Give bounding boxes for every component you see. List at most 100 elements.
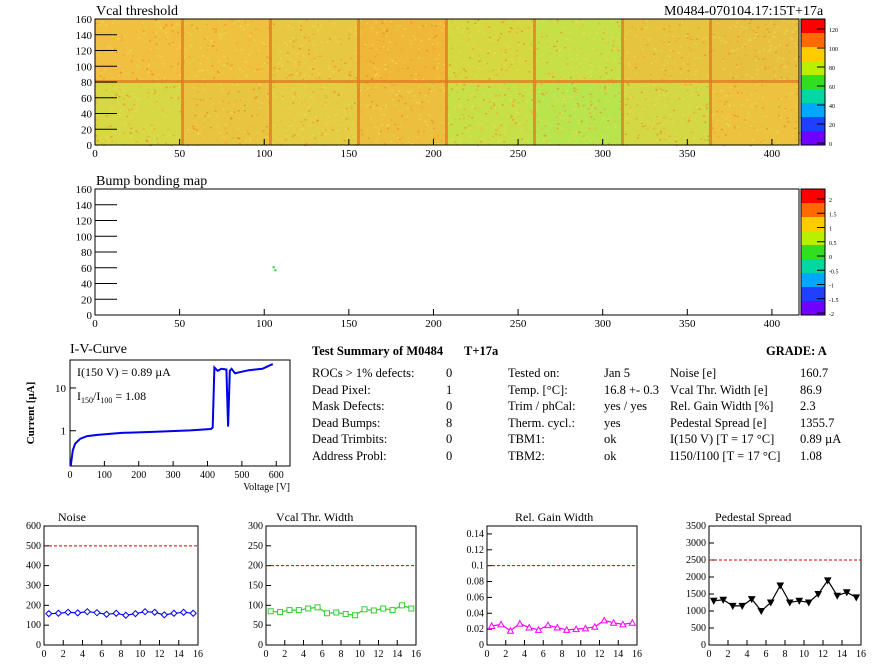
- map-pixel: [172, 36, 175, 39]
- map-pixel: [427, 91, 430, 94]
- map-pixel: [233, 96, 236, 99]
- map-pixel: [279, 60, 282, 63]
- map-pixel: [278, 100, 281, 103]
- map-pixel: [454, 82, 457, 85]
- map-pixel: [285, 77, 288, 79]
- map-pixel: [207, 57, 210, 60]
- map-pixel: [607, 143, 610, 145]
- x-tick-label: 200: [425, 148, 442, 160]
- map-pixel: [326, 113, 329, 116]
- map-pixel: [575, 90, 578, 93]
- map-pixel: [118, 114, 121, 117]
- map-pixel: [396, 25, 399, 28]
- y-tick-label: 160: [76, 14, 93, 26]
- map-pixel: [172, 43, 175, 46]
- map-pixel: [365, 60, 368, 62]
- y-tick-label: 0: [87, 140, 93, 152]
- map-pixel: [177, 61, 180, 63]
- map-pixel: [291, 96, 294, 98]
- map-pixel: [219, 35, 222, 37]
- map-pixel: [717, 136, 720, 138]
- map-pixel: [196, 91, 199, 93]
- map-pixel: [788, 94, 791, 96]
- map-pixel: [504, 48, 507, 51]
- map-pixel: [147, 88, 150, 90]
- map-pixel: [619, 88, 622, 91]
- map-pixel: [617, 99, 620, 102]
- map-pixel: [242, 28, 245, 31]
- map-pixel: [773, 78, 776, 81]
- x-tick-label: 2: [282, 649, 287, 660]
- data-point: [389, 607, 396, 614]
- map-pixel: [697, 38, 700, 40]
- map-pixel: [623, 38, 626, 40]
- map-pixel: [595, 89, 598, 91]
- data-point: [814, 591, 823, 599]
- map-pixel: [129, 98, 132, 101]
- map-pixel: [788, 50, 791, 53]
- map-pixel: [469, 35, 472, 37]
- map-pixel: [257, 105, 260, 107]
- map-pixel: [652, 53, 655, 55]
- map-pixel: [760, 111, 763, 114]
- map-pixel: [348, 64, 351, 67]
- map-pixel: [359, 111, 362, 113]
- map-pixel: [619, 56, 622, 59]
- map-pixel: [690, 93, 693, 96]
- map-pixel: [632, 96, 635, 98]
- map-pixel: [535, 77, 538, 80]
- map-pixel: [377, 77, 380, 79]
- map-pixel: [234, 82, 237, 85]
- map-pixel: [509, 48, 512, 50]
- map-pixel: [526, 93, 529, 96]
- map-pixel: [108, 35, 111, 37]
- map-pixel: [95, 125, 98, 128]
- map-pixel: [468, 137, 471, 140]
- x-tick-label: 200: [425, 318, 442, 330]
- map-pixel: [401, 48, 404, 51]
- map-pixel: [577, 122, 580, 125]
- map-pixel: [231, 19, 234, 22]
- map-pixel: [298, 102, 301, 105]
- map-pixel: [458, 71, 461, 74]
- map-pixel: [395, 62, 398, 65]
- map-pixel: [433, 74, 436, 77]
- map-pixel: [582, 138, 585, 141]
- map-pixel: [237, 90, 240, 93]
- map-pixel: [579, 47, 582, 50]
- map-pixel: [728, 103, 731, 106]
- map-pixel: [170, 21, 173, 23]
- map-pixel: [774, 46, 777, 49]
- map-pixel: [200, 135, 203, 138]
- map-pixel: [471, 105, 474, 107]
- map-pixel: [721, 39, 724, 41]
- map-pixel: [702, 41, 705, 44]
- map-pixel: [468, 61, 471, 64]
- map-pixel: [604, 42, 607, 44]
- map-pixel: [374, 74, 377, 77]
- map-pixel: [147, 92, 150, 94]
- map-pixel: [216, 70, 219, 73]
- map-pixel: [161, 51, 164, 53]
- map-pixel: [654, 60, 657, 63]
- map-pixel: [467, 21, 470, 23]
- map-pixel: [375, 73, 378, 75]
- map-pixel: [719, 89, 722, 91]
- map-pixel: [589, 100, 592, 103]
- map-pixel: [226, 111, 229, 113]
- map-pixel: [754, 60, 757, 63]
- map-pixel: [464, 127, 467, 129]
- map-pixel: [274, 269, 277, 272]
- map-pixel: [713, 90, 716, 93]
- map-pixel: [295, 128, 298, 131]
- map-pixel: [749, 38, 752, 40]
- map-pixel: [721, 56, 724, 59]
- map-pixel: [542, 98, 545, 100]
- map-pixel: [589, 64, 592, 66]
- y-tick-label: 0: [479, 640, 484, 651]
- map-pixel: [226, 132, 229, 134]
- map-pixel: [713, 36, 716, 39]
- map-pixel: [468, 125, 471, 128]
- map-pixel: [162, 134, 165, 136]
- map-pixel: [611, 136, 614, 138]
